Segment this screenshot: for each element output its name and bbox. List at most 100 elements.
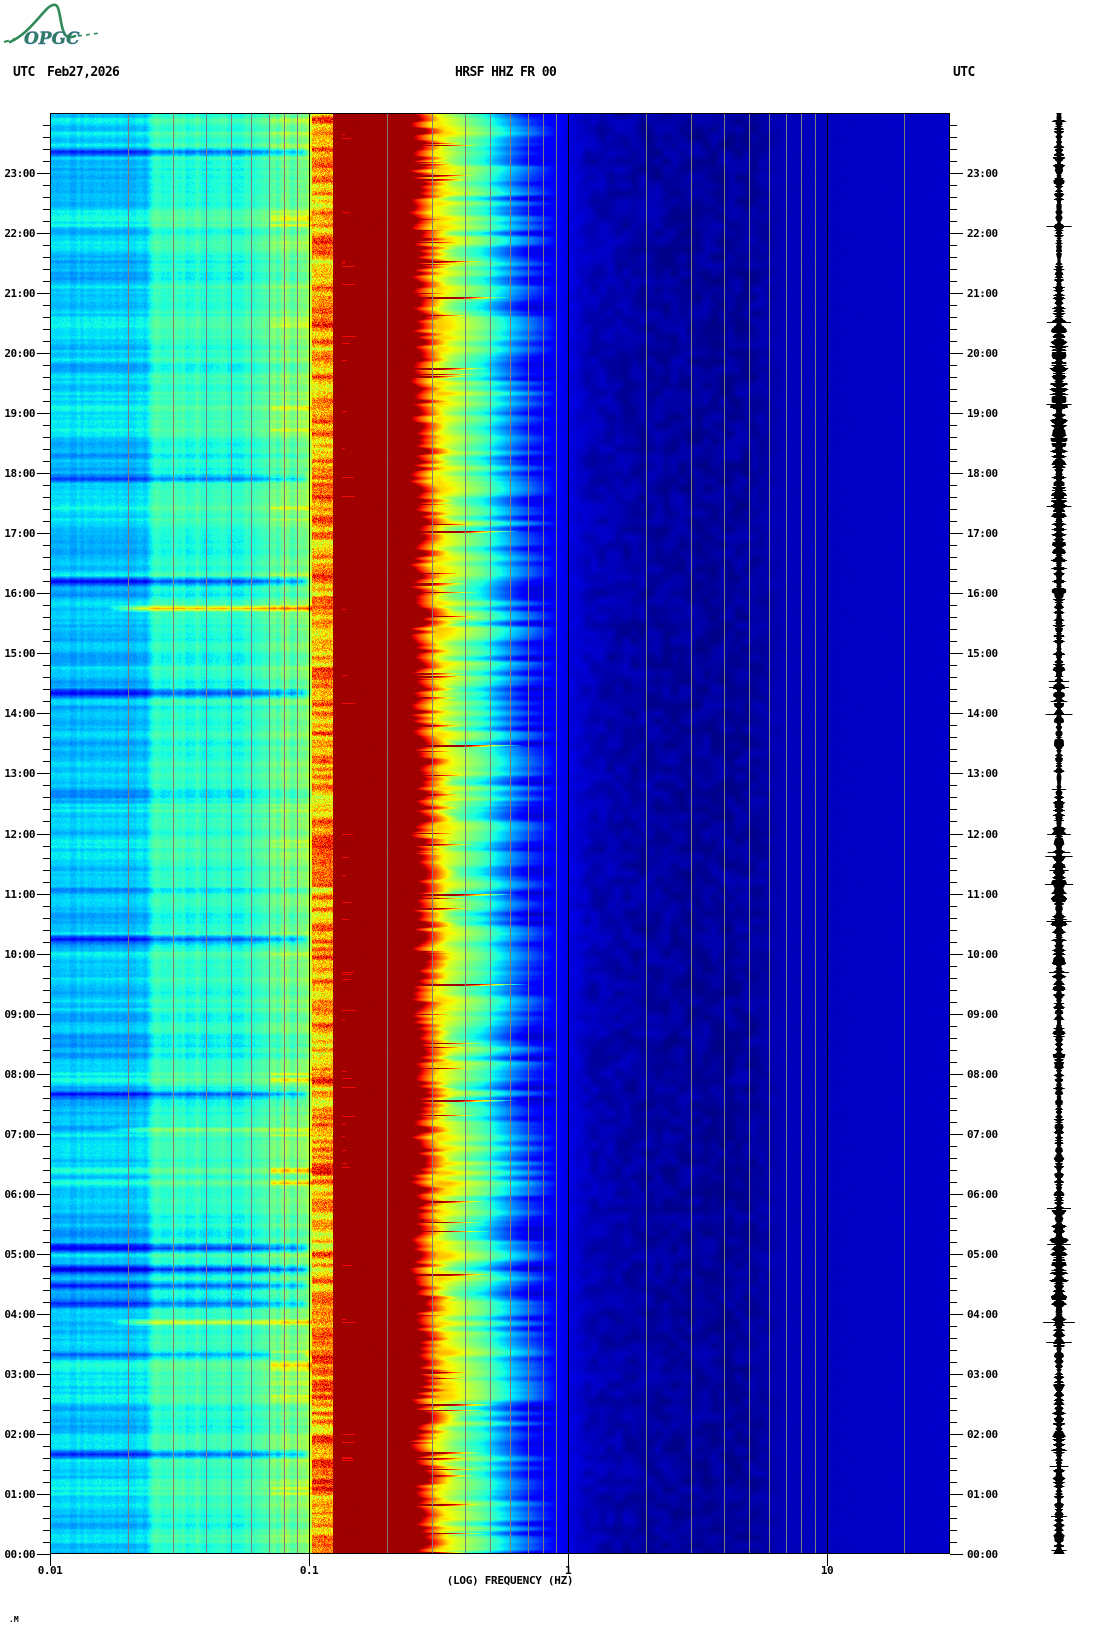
right-time-label: 08:00	[967, 1068, 998, 1081]
left-time-label: 14:00	[4, 707, 35, 720]
left-minor-tick	[43, 1026, 50, 1027]
right-hour-tick	[950, 413, 963, 414]
right-time-label: 16:00	[967, 587, 998, 600]
left-time-label: 17:00	[4, 527, 35, 540]
right-minor-tick	[950, 269, 957, 270]
left-minor-tick	[43, 737, 50, 738]
left-time-label: 05:00	[4, 1248, 35, 1261]
left-time-label: 02:00	[4, 1428, 35, 1441]
right-hour-tick	[950, 1374, 963, 1375]
right-minor-tick	[950, 1362, 957, 1363]
left-hour-tick	[37, 834, 50, 835]
freq-tick	[568, 1554, 569, 1566]
left-time-label: 11:00	[4, 888, 35, 901]
right-minor-tick	[950, 1350, 957, 1351]
right-hour-tick	[950, 353, 963, 354]
frequency-axis-title: (LOG) FREQUENCY (HZ)	[446, 1574, 574, 1587]
left-minor-tick	[43, 870, 50, 871]
right-minor-tick	[950, 689, 957, 690]
right-minor-tick	[950, 329, 957, 330]
left-minor-tick	[43, 749, 50, 750]
left-minor-tick	[43, 629, 50, 630]
right-minor-tick	[950, 365, 957, 366]
right-minor-tick	[950, 749, 957, 750]
left-minor-tick	[43, 281, 50, 282]
right-hour-tick	[950, 894, 963, 895]
left-minor-tick	[43, 918, 50, 919]
right-time-label: 17:00	[967, 527, 998, 540]
left-minor-tick	[43, 1290, 50, 1291]
left-hour-tick	[37, 233, 50, 234]
right-hour-tick	[950, 834, 963, 835]
opgc-logo-text: OPGC	[24, 29, 80, 49]
left-minor-tick	[43, 1278, 50, 1279]
left-minor-tick	[43, 701, 50, 702]
station-title: HRSF HHZ FR 00	[455, 65, 557, 80]
right-time-label: 01:00	[967, 1488, 998, 1501]
left-hour-tick	[37, 1494, 50, 1495]
left-minor-tick	[43, 1326, 50, 1327]
left-minor-tick	[43, 1422, 50, 1423]
right-minor-tick	[950, 725, 957, 726]
right-hour-tick	[950, 293, 963, 294]
left-hour-tick	[37, 1074, 50, 1075]
left-minor-tick	[43, 425, 50, 426]
right-minor-tick	[950, 341, 957, 342]
left-minor-tick	[43, 930, 50, 931]
left-hour-tick	[37, 773, 50, 774]
freq-tick	[309, 1554, 310, 1566]
right-time-label: 10:00	[967, 948, 998, 961]
right-minor-tick	[950, 1062, 957, 1063]
right-minor-tick	[950, 870, 957, 871]
left-hour-tick	[37, 894, 50, 895]
right-minor-tick	[950, 1458, 957, 1459]
right-minor-tick	[950, 161, 957, 162]
right-time-label: 15:00	[967, 647, 998, 660]
right-minor-tick	[950, 846, 957, 847]
right-minor-tick	[950, 966, 957, 967]
left-minor-tick	[43, 305, 50, 306]
right-minor-tick	[950, 1206, 957, 1207]
left-minor-tick	[43, 1458, 50, 1459]
left-minor-tick	[43, 1050, 50, 1051]
left-minor-tick	[43, 185, 50, 186]
left-minor-tick	[43, 521, 50, 522]
left-hour-tick	[37, 353, 50, 354]
left-minor-tick	[43, 389, 50, 390]
left-hour-tick	[37, 413, 50, 414]
left-hour-tick	[37, 1194, 50, 1195]
left-minor-tick	[43, 1230, 50, 1231]
corner-artifact: .M	[9, 1615, 19, 1624]
left-minor-tick	[43, 461, 50, 462]
left-minor-tick	[43, 1218, 50, 1219]
left-minor-tick	[43, 1158, 50, 1159]
left-time-label: 08:00	[4, 1068, 35, 1081]
left-minor-tick	[43, 257, 50, 258]
left-hour-tick	[37, 473, 50, 474]
left-minor-tick	[43, 1446, 50, 1447]
right-minor-tick	[950, 185, 957, 186]
left-time-label: 03:00	[4, 1368, 35, 1381]
left-minor-tick	[43, 1266, 50, 1267]
left-minor-tick	[43, 882, 50, 883]
header-utc-right: UTC	[953, 65, 975, 80]
left-minor-tick	[43, 761, 50, 762]
left-minor-tick	[43, 1542, 50, 1543]
left-minor-tick	[43, 557, 50, 558]
left-minor-tick	[43, 341, 50, 342]
right-time-label: 22:00	[967, 227, 998, 240]
right-minor-tick	[950, 257, 957, 258]
right-minor-tick	[950, 1482, 957, 1483]
left-minor-tick	[43, 858, 50, 859]
right-minor-tick	[950, 1506, 957, 1507]
right-hour-tick	[950, 593, 963, 594]
left-minor-tick	[43, 605, 50, 606]
left-minor-tick	[43, 1302, 50, 1303]
right-minor-tick	[950, 785, 957, 786]
left-minor-tick	[43, 689, 50, 690]
right-minor-tick	[950, 797, 957, 798]
right-minor-tick	[950, 906, 957, 907]
right-minor-tick	[950, 605, 957, 606]
left-minor-tick	[43, 497, 50, 498]
